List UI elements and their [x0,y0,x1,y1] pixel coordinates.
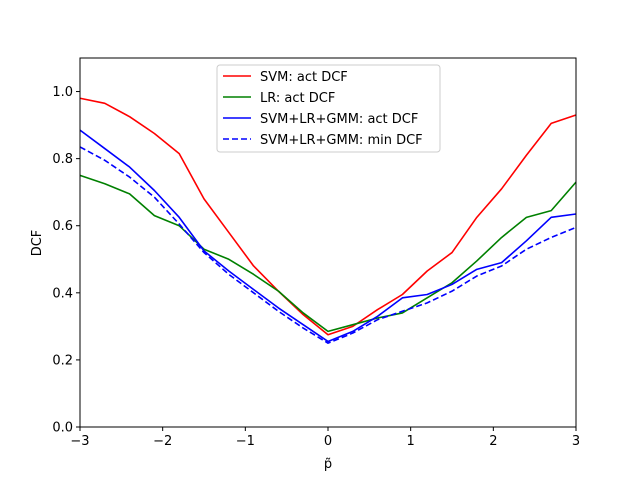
legend-label-3: SVM+LR+GMM: act DCF [260,112,418,127]
x-tick-label: 3 [572,434,580,449]
y-tick-label: 0.2 [52,353,73,368]
x-tick-label: 1 [407,434,415,449]
legend: SVM: act DCF LR: act DCF SVM+LR+GMM: act D… [216,64,441,153]
legend-label-1: SVM: act DCF [260,70,348,85]
y-tick-label: 1.0 [52,85,73,100]
x-tick-label: −2 [153,434,172,449]
series-line-3 [79,129,577,343]
y-axis-label: DCF [30,230,45,257]
legend-label-2: LR: act DCF [260,91,335,106]
axes: −3 −2 −1 0 1 2 3 0.0 0.2 0.4 0.6 0.8 1.0 [52,57,580,449]
series-line-4 [79,146,577,344]
x-tick-label: −1 [236,434,255,449]
y-tick-label: 0.8 [52,152,73,167]
y-tick-label: 0.0 [52,421,73,436]
x-tick-label: −3 [70,434,89,449]
x-tick-label: 2 [489,434,497,449]
y-tick-label: 0.4 [52,286,73,301]
y-tick-label: 0.6 [52,219,73,234]
series-line-2 [79,174,577,333]
series-line-1 [79,97,577,336]
plot-area [79,97,577,344]
legend-label-4: SVM+LR+GMM: min DCF [260,133,423,148]
x-tick-label: 0 [324,434,332,449]
legend-box [216,64,441,153]
x-axis-label: p̃ [324,457,332,472]
